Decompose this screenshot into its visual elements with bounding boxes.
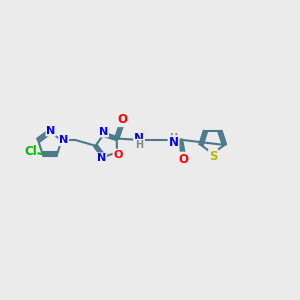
Text: Cl: Cl — [24, 145, 37, 158]
Text: N: N — [134, 132, 144, 145]
Text: N: N — [46, 126, 56, 136]
Text: N: N — [169, 136, 178, 149]
Text: O: O — [117, 113, 127, 126]
Text: N: N — [99, 127, 108, 136]
Text: N: N — [97, 153, 106, 163]
Text: H: H — [135, 140, 143, 150]
Text: S: S — [209, 150, 218, 163]
Text: H: H — [169, 133, 178, 142]
Text: N: N — [59, 135, 68, 145]
Text: O: O — [113, 150, 123, 160]
Text: O: O — [178, 153, 188, 166]
